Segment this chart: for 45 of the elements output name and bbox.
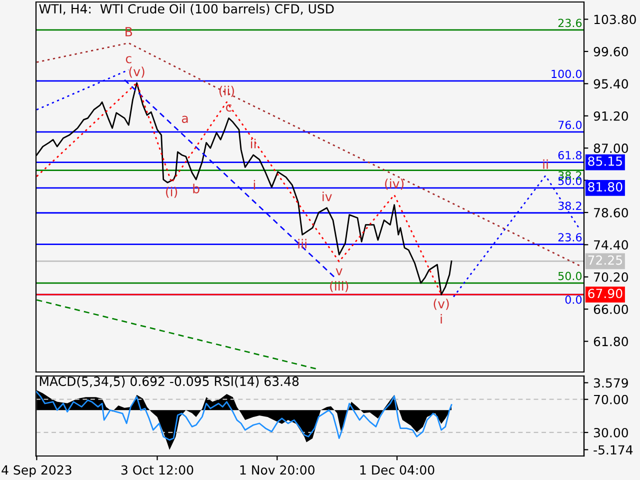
annotation: 38.2: [558, 202, 582, 210]
annotation: 50.0: [558, 272, 582, 280]
y-tick-label: 70.20: [594, 272, 628, 282]
annotation: 100.0: [552, 70, 582, 78]
annotation: c: [226, 104, 232, 112]
annotation: (v): [434, 298, 449, 310]
y-tick-label: 74.40: [594, 240, 628, 250]
y-tick-label: 91.20: [594, 111, 628, 121]
ref-line-label: 85.15: [588, 156, 622, 166]
annotation: (iii): [330, 281, 348, 292]
annotation: 61.8: [558, 151, 582, 160]
x-tick-label: 3 Oct 12:00: [121, 465, 194, 475]
y-tick-label: 95.40: [594, 79, 628, 89]
annotation: 23.6: [558, 233, 582, 242]
annotation: v: [336, 268, 342, 276]
y-tick-label: 30.00: [594, 428, 628, 438]
chart-title: WTI, H4: WTI Crude Oil (100 barrels) CFD, USD: [39, 4, 334, 15]
annotation: 0.0: [565, 295, 582, 304]
annotation: i: [254, 180, 256, 190]
y-tick-label: 78.60: [594, 208, 628, 218]
annotation: 23.6: [558, 18, 582, 28]
annotation: (i): [166, 186, 178, 198]
y-tick-label: 66.00: [594, 304, 628, 314]
annotation: ii: [251, 138, 256, 148]
chart-title: MACD(5,34,5) 0.692 -0.095 RSI(14) 63.48: [40, 376, 299, 388]
annotation: iv: [322, 192, 332, 202]
annotation: i: [440, 314, 442, 324]
y-tick-label: 103.80: [594, 14, 636, 24]
y2-tick-label: 3.579: [594, 378, 628, 388]
annotation: a: [182, 116, 188, 123]
annotation: (ii): [219, 86, 234, 97]
y-tick-label: 87.00: [594, 144, 628, 154]
y-tick-label: 61.80: [594, 336, 628, 346]
x-tick-label: 1 Dec 04:00: [360, 465, 434, 475]
y-tick-label: 99.60: [594, 46, 628, 56]
x-tick-label: 4 Sep 2023: [2, 465, 72, 478]
ref-line-label: 81.80: [588, 182, 622, 192]
x-tick-label: 1 Nov 20:00: [240, 465, 314, 475]
y2-tick-label: -5.174: [594, 445, 633, 455]
annotation: c: [126, 56, 132, 64]
ref-line-label: 67.90: [588, 288, 622, 298]
annotation: 76.0: [558, 120, 582, 130]
annotation: (v): [129, 66, 144, 78]
y-tick-label: 70.00: [594, 394, 628, 404]
ref-line-label: 72.25: [588, 255, 622, 265]
